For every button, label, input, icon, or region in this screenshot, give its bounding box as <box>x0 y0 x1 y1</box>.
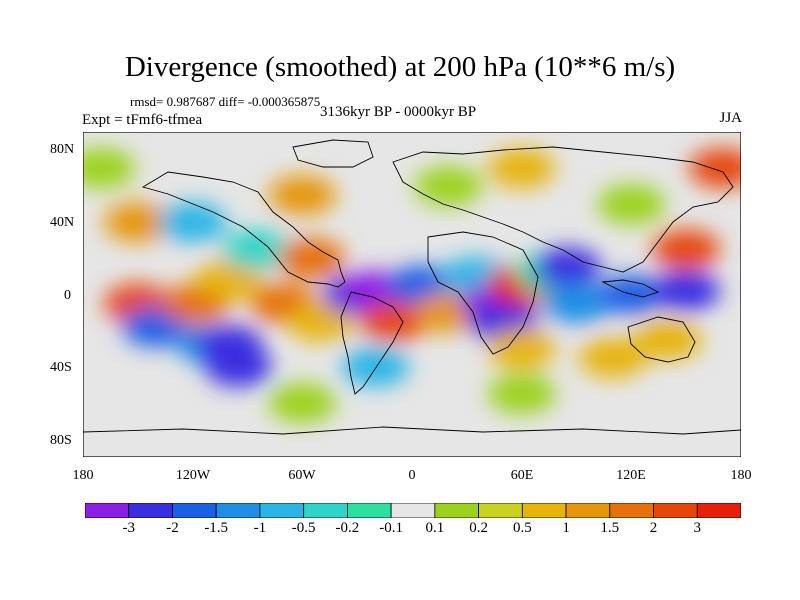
map-title: Divergence (smoothed) at 200 hPa (10**6 … <box>124 51 676 83</box>
colorbar-label: 1 <box>562 520 570 536</box>
colorbar-label: -1 <box>253 520 267 536</box>
lat-label-0: 0 <box>64 288 71 303</box>
colorbar-label: -0.1 <box>379 520 403 536</box>
field-anomaly-28 <box>487 328 556 369</box>
colorbar-swatches <box>85 503 741 518</box>
field-anomaly-35 <box>597 184 666 225</box>
colorbar-label: 0.1 <box>425 520 445 536</box>
field-anomaly-26 <box>633 319 702 360</box>
field-anomaly-38 <box>268 382 337 423</box>
lon-label-180w: 180 <box>72 468 94 483</box>
field-anomaly-9 <box>277 238 346 279</box>
field-anomaly-37 <box>83 148 136 189</box>
colorbar-swatch-5 <box>303 503 348 518</box>
map-panel <box>83 132 741 457</box>
colorbar-label: 0.5 <box>512 520 532 536</box>
field-anomaly-24 <box>652 270 721 311</box>
lat-label-80s: 80S <box>50 433 72 448</box>
field-anomaly-10 <box>286 301 355 342</box>
divergence-field <box>83 148 741 423</box>
period-label: 3136kyr BP - 0000kyr BP <box>320 104 477 120</box>
field-anomaly-6 <box>195 325 264 366</box>
divergence-map <box>83 132 741 457</box>
colorbar-swatch-7 <box>390 503 436 518</box>
field-anomaly-22 <box>542 283 611 324</box>
lat-label-80n: 80N <box>50 142 75 157</box>
colorbar-swatch-13 <box>653 503 698 518</box>
antarctica-coast <box>83 426 741 435</box>
colorbar-swatch-10 <box>521 503 567 518</box>
lat-label-40s: 40S <box>50 360 72 375</box>
eurasia-coast <box>392 146 734 273</box>
field-anomaly-27 <box>579 337 648 378</box>
experiment-label: Expt = tFmf6-tfmea <box>82 112 203 128</box>
colorbar-swatch-9 <box>478 503 523 518</box>
colorbar-label: -0.2 <box>335 520 360 536</box>
colorbar-label: 0.2 <box>469 520 488 536</box>
field-anomaly-31 <box>158 202 227 243</box>
colorbar-swatch-2 <box>172 503 217 518</box>
australia-coast <box>627 316 696 363</box>
colorbar-label: 1.5 <box>600 520 620 536</box>
lon-label-180e: 180 <box>730 468 752 483</box>
field-anomaly-34 <box>487 148 556 189</box>
colorbar-label: 3 <box>693 520 702 536</box>
lon-label-120e: 120E <box>616 468 646 483</box>
field-anomaly-39 <box>487 373 556 414</box>
greenland-coast <box>292 139 374 168</box>
field-anomaly-13 <box>359 301 428 342</box>
field-anomaly-33 <box>414 166 483 207</box>
colorbar-label: -1.5 <box>204 520 229 536</box>
colorbar-swatch-11 <box>565 503 611 518</box>
colorbar-swatch-14 <box>696 503 741 518</box>
south-america-coast <box>340 291 404 395</box>
colorbar-swatch-8 <box>434 503 480 518</box>
field-anomaly-32 <box>268 175 337 216</box>
colorbar-swatch-4 <box>259 503 305 518</box>
colorbar-swatch-12 <box>609 503 654 518</box>
field-anomaly-29 <box>341 346 410 387</box>
field-anomaly-30 <box>103 202 172 243</box>
maritime-continent-coast <box>601 279 660 298</box>
field-anomaly-4 <box>195 260 264 301</box>
colorbar-swatch-3 <box>215 503 261 518</box>
colorbar-swatch-1 <box>128 503 173 518</box>
lon-label-0: 0 <box>408 468 416 483</box>
colorbar-swatch-6 <box>346 503 392 518</box>
field-anomaly-21 <box>533 247 602 288</box>
lon-label-120w: 120W <box>175 468 211 483</box>
field-anomaly-36 <box>688 148 741 189</box>
colorbar-label: -2 <box>166 520 179 536</box>
colorbar <box>85 503 741 518</box>
colorbar-label: -0.5 <box>291 520 316 536</box>
colorbar-label: -3 <box>122 520 135 536</box>
lon-label-60e: 60E <box>510 468 534 483</box>
coastlines <box>83 139 741 435</box>
lat-label-40n: 40N <box>50 215 75 230</box>
africa-coast <box>427 231 539 355</box>
colorbar-label: 2 <box>649 520 658 536</box>
stats-text: rmsd= 0.987687 diff= -0.000365875 <box>130 94 321 109</box>
colorbar-swatch-0 <box>85 503 130 518</box>
north-america-coast <box>141 171 346 288</box>
season-label: JJA <box>719 110 742 126</box>
field-anomaly-7 <box>222 229 291 270</box>
field-anomaly-25 <box>652 229 721 270</box>
lon-label-60w: 60W <box>288 468 316 483</box>
